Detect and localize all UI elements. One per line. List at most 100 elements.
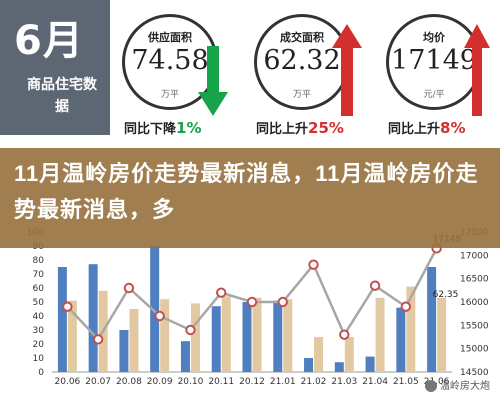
bar-series-1 — [211, 306, 221, 372]
y-right-tick-label: 16000 — [460, 298, 489, 308]
banner-title: 11月温岭房价走势最新消息，11月温岭房价走势最新消息，多 — [14, 161, 479, 222]
arrow-down-icon — [198, 46, 228, 116]
x-tick-label: 21.03 — [331, 377, 357, 387]
stat-average-price: 均价 17149 元/平 同比上升8% — [382, 6, 492, 141]
change-label: 同比上升 — [388, 122, 441, 137]
stat-change: 同比上升8% — [388, 118, 465, 137]
stat-title: 供应面积 — [148, 31, 192, 44]
price-point — [123, 282, 135, 294]
bar-series-1 — [57, 267, 67, 372]
y-right-tick-label: 15500 — [460, 321, 489, 331]
stat-supply-area: 供应面积 74.58 万平 同比下降1% — [118, 6, 228, 141]
y-right-tick-label: 15000 — [460, 345, 489, 355]
x-tick-label: 20.10 — [178, 377, 204, 387]
price-point — [246, 296, 258, 308]
change-percent: 1% — [176, 119, 202, 137]
stat-circle: 均价 17149 元/平 — [386, 14, 482, 110]
bar-series-1 — [119, 330, 129, 372]
bar-series-1 — [304, 358, 314, 372]
bar-series-1 — [88, 264, 98, 372]
bar-series-2 — [437, 297, 447, 372]
month-panel: 6月 商品住宅数据 — [0, 0, 110, 135]
bar-series-2 — [344, 337, 354, 372]
y-left-tick-label: 20 — [33, 340, 45, 350]
bar-series-1 — [273, 300, 283, 372]
price-point — [277, 296, 288, 308]
y-left-tick-label: 30 — [33, 326, 45, 336]
stat-unit: 万平 — [160, 90, 179, 100]
bar-series-1 — [180, 341, 190, 372]
y-right-tick-label: 17000 — [460, 251, 489, 261]
x-tick-label: 20.11 — [208, 377, 234, 387]
stat-title: 均价 — [423, 31, 445, 44]
bar-series-1 — [396, 307, 406, 372]
bar-series-2 — [406, 286, 416, 372]
stat-value: 74.58 — [131, 45, 209, 76]
bar-series-2 — [221, 296, 231, 372]
bar-series-2 — [190, 303, 200, 372]
bar-series-1 — [365, 356, 375, 372]
change-percent: 8% — [440, 119, 466, 137]
x-tick-label: 21.05 — [393, 377, 419, 387]
change-label: 同比下降 — [124, 122, 177, 137]
price-point — [308, 259, 319, 270]
y-left-tick-label: 80 — [33, 256, 45, 266]
month-label: 6月 — [14, 18, 84, 64]
bar-series-2 — [314, 337, 324, 372]
stat-sales-area: 成交面积 62.32 万平 同比上升25% — [250, 6, 362, 141]
stat-value: 62.32 — [263, 45, 341, 76]
bar-series-1 — [334, 362, 344, 372]
price-point — [154, 310, 165, 322]
y-left-tick-label: 0 — [38, 368, 44, 378]
price-point — [339, 329, 350, 340]
bar-series-1 — [150, 246, 160, 372]
bar-series-2 — [252, 297, 262, 372]
y-left-tick-label: 70 — [33, 270, 45, 280]
stat-title: 成交面积 — [280, 31, 324, 44]
y-right-tick-label: 16500 — [460, 275, 489, 285]
y-right-tick-label: 14500 — [460, 368, 489, 378]
bar-series-2 — [283, 299, 293, 372]
price-point — [369, 280, 381, 291]
bar-series-2 — [375, 297, 385, 372]
stat-change: 同比下降1% — [124, 118, 201, 137]
x-tick-label: 21.02 — [301, 377, 327, 387]
data-label: 62.35 — [433, 290, 459, 300]
price-point — [92, 334, 104, 345]
bar-series-2 — [67, 300, 77, 372]
x-tick-label: 20.12 — [239, 377, 265, 387]
change-percent: 25% — [308, 119, 344, 137]
stat-unit: 元/平 — [423, 90, 445, 100]
price-point — [185, 324, 196, 336]
y-left-tick-label: 40 — [33, 312, 45, 322]
bar-series-2 — [129, 309, 139, 372]
y-left-tick-label: 10 — [33, 354, 45, 364]
stat-unit: 万平 — [292, 90, 311, 100]
stat-change: 同比上升25% — [256, 118, 344, 137]
bar-series-2 — [160, 299, 170, 372]
x-tick-label: 20.08 — [116, 377, 142, 387]
watermark-text: 温岭房大炮 — [440, 381, 490, 392]
price-point — [216, 287, 227, 298]
price-point — [62, 301, 73, 312]
price-point — [400, 301, 412, 312]
x-tick-label: 21.01 — [270, 377, 296, 387]
x-tick-label: 20.09 — [147, 377, 173, 387]
arrow-up-icon — [332, 24, 362, 116]
change-label: 同比上升 — [256, 122, 309, 137]
category-label: 商品住宅数据 — [27, 77, 97, 115]
bar-series-1 — [427, 267, 437, 372]
watermark: 温岭房大炮 — [425, 377, 490, 392]
x-tick-label: 20.07 — [85, 377, 111, 387]
y-left-tick-label: 50 — [33, 298, 45, 308]
bar-series-1 — [242, 302, 252, 372]
stat-circle: 成交面积 62.32 万平 — [254, 14, 350, 110]
y-left-tick-label: 60 — [33, 284, 45, 294]
wechat-logo-icon — [425, 380, 437, 392]
x-tick-label: 20.06 — [55, 377, 81, 387]
stat-value: 17149 — [391, 45, 477, 76]
arrow-up-icon — [464, 24, 490, 116]
x-tick-label: 21.06 — [424, 377, 450, 387]
title-banner: 11月温岭房价走势最新消息，11月温岭房价走势最新消息，多 — [0, 148, 500, 248]
